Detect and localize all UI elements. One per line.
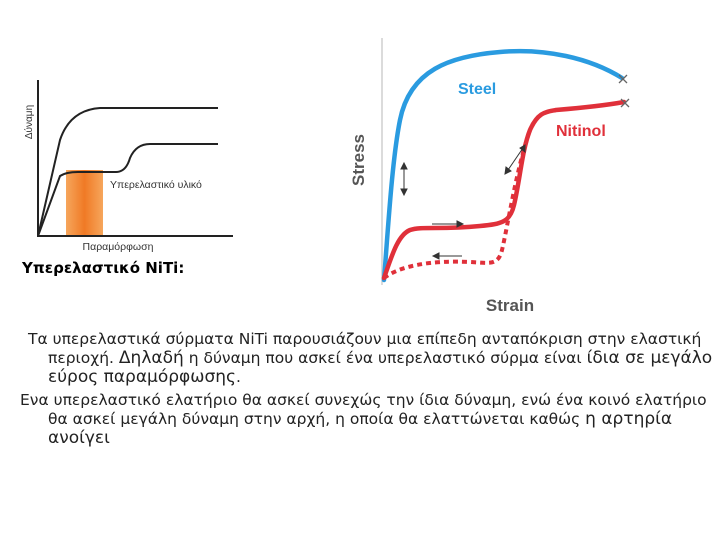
left-y-axis-label: Δύναμη: [23, 105, 35, 139]
paragraph-2-part-1: Ενα υπερελαστικό ελατήριο θα ασκεί συνεχ…: [20, 391, 707, 428]
loading-arrow-vertical: [400, 161, 408, 197]
nitinol-label: Nitinol: [556, 123, 606, 140]
nitinol-unloading-curve: [382, 129, 532, 280]
diagonal-arrow: [504, 144, 526, 175]
left-x-axis-label: Παραμόρφωση: [83, 241, 154, 253]
paragraph-1-part-1: Τα υπερελαστικά σύρματα NiTi παρουσιάζου…: [28, 330, 702, 367]
paragraph-1-part-2: Δηλαδή: [118, 348, 184, 368]
superelastic-force-diagram: Δύναμη Παραμόρφωση Υπερελαστικό υλικό: [23, 80, 233, 253]
description-text: Τα υπερελαστικά σύρματα NiTi παρουσιάζου…: [20, 330, 716, 452]
paragraph-1-part-5: .: [236, 368, 241, 386]
paragraph-spring-comparison: Ενα υπερελαστικό ελατήριο θα ασκεί συνεχ…: [20, 391, 716, 448]
plateau-highlight-band: [66, 170, 103, 236]
right-x-axis-label: Strain: [486, 296, 534, 315]
superelastic-curve-label: Υπερελαστικό υλικό: [110, 179, 202, 191]
right-y-axis-label: Stress: [349, 134, 368, 186]
section-heading: Υπερελαστικό NiTi:: [22, 259, 185, 277]
paragraph-flat-response: Τα υπερελαστικά σύρματα NiTi παρουσιάζου…: [20, 330, 716, 387]
paragraph-1-part-4: ίδια σε μεγάλο εύρος παραμόρφωσης: [48, 348, 713, 387]
plateau-arrow-right: [432, 220, 465, 228]
plateau-arrow-left: [431, 252, 462, 260]
nitinol-fracture-mark: [620, 98, 630, 108]
ordinary-material-curve: [37, 107, 218, 237]
stress-strain-diagram: Steel Nitinol Stress Strain: [349, 38, 630, 315]
nitinol-loading-curve: [381, 99, 627, 281]
paragraph-1-part-3: η δύναμη που ασκεί ένα υπερελαστικό σύρμ…: [183, 349, 587, 367]
paragraph-2-part-2: η αρτηρία ανοίγει: [48, 409, 673, 448]
steel-label: Steel: [458, 81, 496, 98]
steel-fracture-mark: [618, 74, 628, 84]
steel-curve: [381, 48, 625, 283]
superelastic-material-curve: [37, 143, 218, 237]
